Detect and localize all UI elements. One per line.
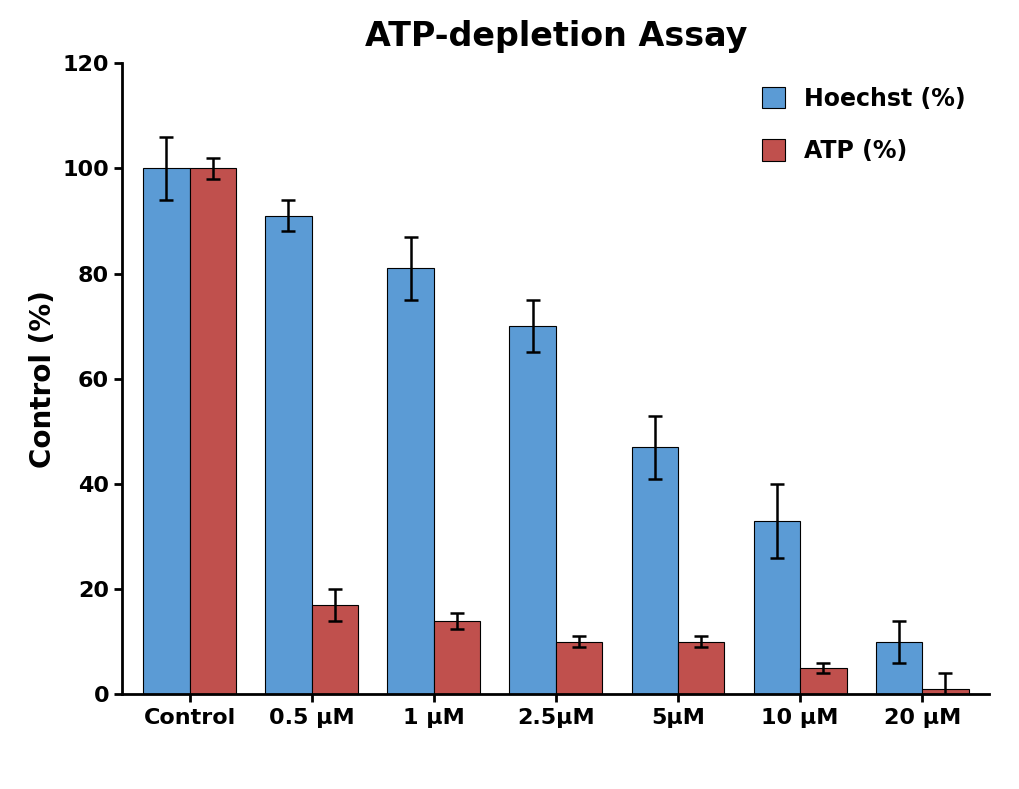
- Bar: [312, 605, 358, 694]
- Bar: [190, 168, 235, 694]
- Bar: [143, 168, 190, 694]
- Y-axis label: Control (%): Control (%): [29, 290, 57, 468]
- Bar: [433, 621, 480, 694]
- Bar: [678, 641, 723, 694]
- Bar: [510, 326, 555, 694]
- Bar: [555, 641, 601, 694]
- Bar: [799, 668, 846, 694]
- Bar: [387, 268, 433, 694]
- Bar: [631, 447, 678, 694]
- Bar: [921, 689, 968, 694]
- Bar: [753, 521, 799, 694]
- Legend: Hoechst (%), ATP (%): Hoechst (%), ATP (%): [749, 75, 976, 175]
- Bar: [265, 215, 312, 694]
- Bar: [875, 641, 921, 694]
- Title: ATP-depletion Assay: ATP-depletion Assay: [365, 21, 746, 54]
